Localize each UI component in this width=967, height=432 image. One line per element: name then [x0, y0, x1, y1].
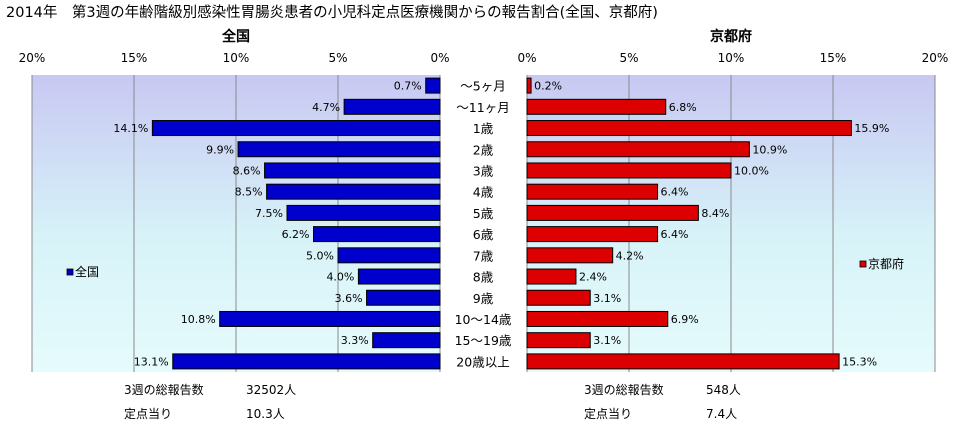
left-data-label: 8.5%	[235, 186, 263, 199]
right-tick-label: 10%	[718, 51, 745, 65]
left-data-label: 13.1%	[134, 355, 169, 368]
age-group-label: 3歳	[473, 163, 494, 178]
right-footer-value: 7.4人	[706, 407, 737, 421]
left-data-label: 3.6%	[335, 292, 363, 305]
left-data-label: 9.9%	[206, 143, 234, 156]
right-bar	[526, 162, 732, 179]
left-tick-label: 0%	[430, 51, 449, 65]
left-legend-swatch	[66, 268, 74, 276]
age-group-label: 6歳	[473, 227, 494, 242]
left-tick-label: 15%	[121, 51, 148, 65]
left-bar	[366, 289, 441, 306]
left-bar	[313, 226, 441, 243]
left-footer-label: 定点当り	[124, 406, 172, 421]
right-data-label: 10.0%	[734, 164, 769, 177]
right-footer-value: 548人	[706, 383, 741, 397]
left-tick-label: 10%	[223, 51, 250, 65]
right-bar	[526, 120, 852, 137]
right-bar	[526, 98, 667, 115]
right-bar	[526, 353, 840, 370]
chart-title: 2014年 第3週の年齢階級別感染性胃腸炎患者の小児科定点医療機関からの報告割合…	[6, 3, 658, 21]
right-data-label: 6.9%	[671, 313, 699, 326]
right-tick-label: 15%	[820, 51, 847, 65]
right-bar	[526, 268, 577, 285]
left-bar	[425, 77, 441, 94]
age-group-label: 1歳	[473, 121, 494, 136]
left-data-label: 5.0%	[306, 249, 334, 262]
left-data-label: 0.7%	[394, 80, 422, 93]
left-footer-value: 32502人	[246, 383, 296, 397]
left-bar	[372, 332, 441, 349]
age-group-label: 5歳	[473, 206, 494, 221]
left-bar	[266, 183, 441, 200]
right-legend-label: 京都府	[868, 256, 904, 271]
right-data-label: 4.2%	[616, 249, 644, 262]
right-bar	[526, 310, 669, 327]
right-bar	[526, 183, 659, 200]
right-data-label: 6.4%	[661, 228, 689, 241]
right-legend-swatch	[859, 260, 867, 268]
right-data-label: 0.2%	[534, 80, 562, 93]
left-data-label: 14.1%	[113, 122, 148, 135]
right-tick-label: 20%	[922, 51, 949, 65]
right-data-label: 15.9%	[854, 122, 889, 135]
right-data-label: 6.4%	[661, 186, 689, 199]
left-data-label: 7.5%	[255, 207, 283, 220]
age-group-label: 2歳	[473, 142, 494, 157]
age-group-label: ～11ヶ月	[456, 100, 509, 115]
right-bar	[526, 226, 659, 243]
right-data-label: 8.4%	[701, 207, 729, 220]
left-data-label: 3.3%	[341, 334, 369, 347]
age-group-label: 20歳以上	[456, 354, 509, 369]
left-legend-label: 全国	[75, 264, 99, 279]
left-bar	[237, 141, 441, 158]
left-tick-label: 20%	[19, 51, 46, 65]
left-bar	[172, 353, 441, 370]
left-data-label: 10.8%	[181, 313, 216, 326]
age-group-label: 4歳	[473, 185, 494, 200]
right-data-label: 15.3%	[842, 355, 877, 368]
right-tick-label: 0%	[517, 51, 536, 65]
right-bar	[526, 247, 614, 264]
left-bar	[219, 310, 441, 327]
left-data-label: 6.2%	[282, 228, 310, 241]
left-footer-value: 10.3人	[246, 407, 285, 421]
right-bar	[526, 141, 750, 158]
left-panel-title: 全国	[221, 28, 250, 45]
left-bar	[151, 120, 441, 137]
left-bar	[264, 162, 441, 179]
age-group-label: 9歳	[473, 291, 494, 306]
right-footer-label: 定点当り	[584, 406, 632, 421]
left-bar	[286, 204, 441, 221]
right-footer-label: 3週の総報告数	[584, 382, 664, 397]
right-data-label: 6.8%	[669, 101, 697, 114]
age-group-label: 7歳	[473, 248, 494, 263]
right-data-label: 10.9%	[752, 143, 787, 156]
age-group-label: 8歳	[473, 270, 494, 285]
left-footer-label: 3週の総報告数	[124, 382, 204, 397]
right-data-label: 3.1%	[593, 334, 621, 347]
left-data-label: 4.7%	[312, 101, 340, 114]
right-bar	[526, 289, 591, 306]
right-tick-label: 5%	[619, 51, 638, 65]
right-bar	[526, 332, 591, 349]
right-data-label: 2.4%	[579, 271, 607, 284]
age-group-label: ～5ヶ月	[460, 79, 505, 94]
right-bar	[526, 77, 532, 94]
left-bar	[343, 98, 441, 115]
age-group-label: 15～19歳	[455, 333, 512, 348]
right-data-label: 3.1%	[593, 292, 621, 305]
right-panel-title: 京都府	[710, 28, 752, 45]
left-data-label: 4.0%	[326, 271, 354, 284]
left-bar	[337, 247, 441, 264]
age-group-label: 10～14歳	[455, 312, 512, 327]
left-bar	[357, 268, 441, 285]
left-tick-label: 5%	[328, 51, 347, 65]
right-bar	[526, 204, 699, 221]
left-data-label: 8.6%	[233, 164, 261, 177]
